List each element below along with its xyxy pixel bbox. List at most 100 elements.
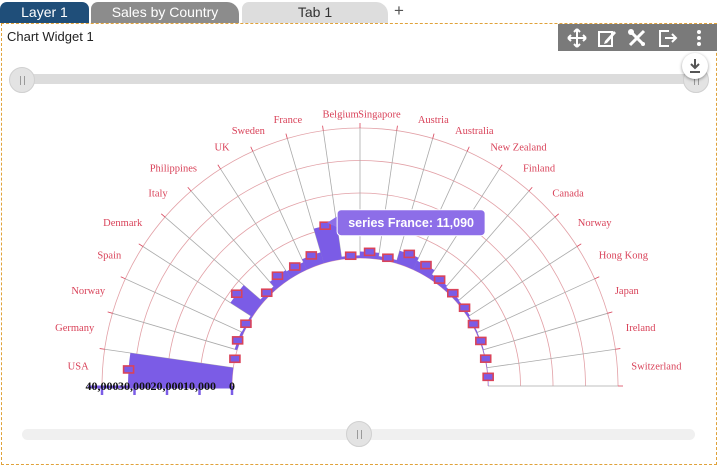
tab-tab-1[interactable]: Tab 1	[242, 2, 388, 23]
grid-spoke	[286, 138, 325, 264]
axis-tick-label: 20,000	[151, 379, 184, 393]
marker-austria[interactable]	[382, 253, 394, 263]
grid-spoke	[125, 278, 244, 334]
category-label: Australia	[455, 126, 494, 137]
grid-tick	[322, 125, 324, 131]
move-icon[interactable]	[566, 27, 588, 49]
grid-tick	[107, 311, 113, 314]
category-labels: USA Germany Norway Spain Denmark Italy Philipp…	[55, 110, 682, 373]
bar-sweden[interactable]	[302, 252, 324, 270]
marker-sweden[interactable]	[305, 251, 318, 260]
category-label: Norway	[578, 218, 613, 229]
bar-new-zealand[interactable]	[413, 260, 435, 279]
category-label: Belgium	[323, 110, 359, 121]
marker-denmark[interactable]	[230, 289, 243, 299]
grid-tick	[250, 146, 254, 152]
grid-spoke	[456, 216, 556, 303]
slider-handle-bottom[interactable]	[346, 421, 372, 447]
add-tab-button[interactable]: +	[394, 1, 404, 20]
grid-spoke	[252, 151, 308, 270]
category-label: Denmark	[103, 218, 143, 229]
radial-axis: 40,000 30,000 20,000 10,000 0	[86, 379, 235, 395]
axis-tick-label: 30,000	[118, 379, 151, 393]
category-label: Austria	[418, 115, 449, 126]
marker-norway[interactable]	[231, 336, 244, 345]
grid-spoke	[164, 216, 264, 303]
category-label: France	[274, 115, 303, 126]
grid-tick	[432, 133, 435, 139]
grid-spoke	[482, 312, 608, 351]
marker-spain[interactable]	[240, 319, 252, 329]
grid-tick	[160, 213, 166, 218]
axis-tick-label: 10,000	[183, 379, 216, 393]
grid-arc	[231, 257, 489, 387]
grid-spoke	[377, 130, 398, 260]
marker-singapore[interactable]	[363, 247, 376, 257]
zoom-slider-top[interactable]	[12, 74, 705, 84]
more-icon[interactable]	[688, 27, 710, 49]
marker-norway[interactable]	[458, 303, 471, 313]
marker-canada[interactable]	[447, 288, 459, 298]
category-label: Singapore	[358, 110, 401, 121]
tab-bar: Layer 1 Sales by Country Tab 1 +	[0, 0, 721, 23]
marker-uk[interactable]	[288, 262, 301, 271]
category-label: UK	[214, 142, 230, 153]
category-label: Canada	[552, 189, 584, 200]
marker-australia[interactable]	[403, 249, 416, 259]
marker-new-zealand[interactable]	[420, 260, 432, 270]
grid-tick	[285, 133, 288, 139]
category-label: Norway	[71, 286, 106, 297]
grid-spoke	[112, 312, 238, 351]
grid-tick	[217, 164, 221, 170]
marker-usa[interactable]	[122, 365, 135, 374]
chart-widget	[1, 23, 717, 465]
category-label: Ireland	[626, 323, 656, 334]
grid-tick	[607, 311, 613, 314]
category-label: Switzerland	[631, 362, 682, 373]
tab-layer-1[interactable]: Layer 1	[0, 2, 89, 23]
marker-switzerland[interactable]	[482, 372, 494, 382]
marker-philippines[interactable]	[271, 271, 284, 281]
tab-sales-by-country[interactable]: Sales by Country	[91, 2, 239, 23]
marker-japan[interactable]	[475, 336, 487, 346]
category-label: Japan	[615, 286, 640, 297]
grid-spoke	[220, 168, 292, 279]
grid-tick	[396, 125, 398, 131]
download-icon[interactable]	[682, 53, 708, 79]
marker-belgium[interactable]	[344, 251, 357, 261]
axis-tick-label: 0	[229, 379, 235, 393]
axis-tick-label: 40,000	[86, 379, 119, 393]
category-label: Sweden	[232, 126, 266, 137]
grid-tick	[99, 348, 105, 350]
category-label: Italy	[148, 189, 168, 200]
marker-france[interactable]	[319, 221, 331, 231]
grid-tick	[554, 213, 560, 218]
category-label: Philippines	[150, 163, 197, 174]
marker-ireland[interactable]	[479, 354, 492, 363]
edit-icon[interactable]	[596, 27, 618, 49]
tools-icon[interactable]	[626, 27, 648, 49]
grid-tick	[120, 276, 126, 280]
grid-spoke	[395, 138, 434, 264]
grid-tick	[138, 243, 144, 247]
marker-hong-kong[interactable]	[467, 319, 480, 329]
chart-markers	[122, 221, 494, 382]
export-icon[interactable]	[656, 27, 678, 49]
grid-spoke	[476, 278, 595, 334]
bar-switzerland[interactable]	[486, 367, 489, 386]
grid-tick	[466, 146, 470, 152]
category-label: New Zealand	[490, 142, 547, 153]
bar-usa[interactable]	[128, 352, 234, 386]
marker-italy[interactable]	[260, 288, 273, 298]
marker-germany[interactable]	[229, 354, 241, 364]
bar-france[interactable]	[313, 223, 342, 264]
grid-tick	[594, 276, 600, 280]
category-label: Hong Kong	[599, 251, 649, 262]
chart-tooltip: series France: 11,090	[327, 209, 486, 237]
grid-tick	[499, 164, 503, 170]
marker-finland[interactable]	[433, 275, 446, 284]
slider-handle-left[interactable]	[9, 67, 35, 93]
grid-spoke	[190, 190, 277, 290]
widget-toolbar	[558, 24, 717, 51]
grid-tick	[528, 186, 533, 192]
